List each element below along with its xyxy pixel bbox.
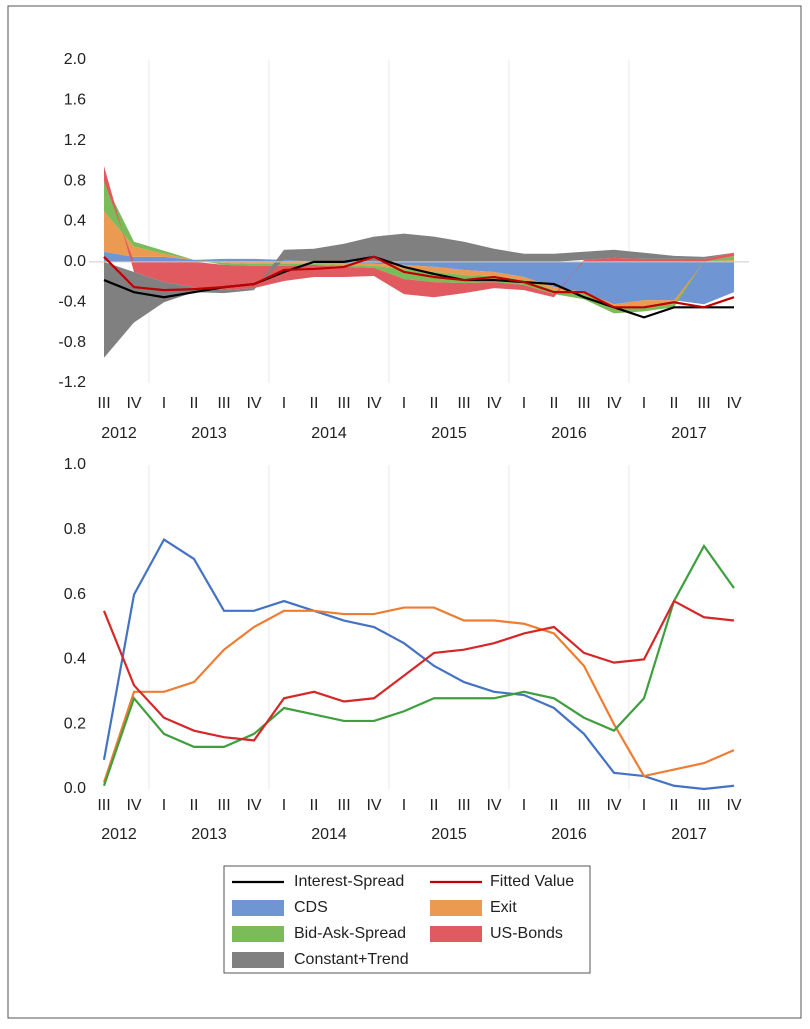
x-tick-label: I xyxy=(282,797,286,814)
x-tick-label: II xyxy=(550,797,559,814)
x-tick-label: II xyxy=(310,797,319,814)
legend-box xyxy=(223,865,591,974)
x-tick-label: I xyxy=(402,797,406,814)
area xyxy=(104,233,734,358)
legend-label: Bid-Ask-Spread xyxy=(294,925,406,942)
x-tick-label: I xyxy=(522,797,526,814)
line xyxy=(102,543,735,787)
x-group-label: 2016 xyxy=(551,425,587,442)
x-group-label: 2013 xyxy=(191,826,227,843)
x-tick-label: I xyxy=(162,395,166,412)
y-tick-label: 0.6 xyxy=(64,586,86,603)
legend-swatch xyxy=(232,952,284,968)
y-tick-label: -0.8 xyxy=(58,334,86,351)
y-tick-label: 1.0 xyxy=(64,456,86,473)
legend-label: US-Bonds xyxy=(490,925,563,942)
x-group-label: 2017 xyxy=(671,425,707,442)
x-tick-label: II xyxy=(550,395,559,412)
y-tick-label: 0.8 xyxy=(64,172,86,189)
y-tick-label: 1.6 xyxy=(64,92,86,109)
y-tick-label: 1.2 xyxy=(64,132,86,149)
legend-label: Constant+Trend xyxy=(294,951,409,968)
x-tick-label: II xyxy=(430,395,439,412)
area xyxy=(104,251,734,305)
y-tick-label: 0.4 xyxy=(64,651,86,668)
x-tick-label: I xyxy=(642,395,646,412)
x-tick-label: IV xyxy=(366,395,381,412)
y-tick-label: -1.2 xyxy=(58,374,86,391)
x-tick-label: III xyxy=(697,395,710,412)
frame xyxy=(7,5,802,1019)
x-tick-label: IV xyxy=(606,395,621,412)
x-tick-label: I xyxy=(282,395,286,412)
x-tick-label: IV xyxy=(726,797,741,814)
x-group-label: 2015 xyxy=(431,425,467,442)
x-group-label: 2014 xyxy=(311,425,347,442)
x-tick-label: IV xyxy=(126,395,141,412)
legend-swatch xyxy=(430,900,482,916)
x-tick-label: IV xyxy=(246,395,261,412)
legend-label: Interest-Spread xyxy=(294,873,404,890)
line xyxy=(103,255,735,309)
x-tick-label: II xyxy=(190,797,199,814)
x-group-label: 2014 xyxy=(311,826,347,843)
line xyxy=(102,599,735,742)
x-tick-label: III xyxy=(457,797,470,814)
line xyxy=(103,255,734,319)
legend-swatch xyxy=(430,926,482,942)
x-tick-label: III xyxy=(577,395,590,412)
x-group-label: 2017 xyxy=(671,826,707,843)
legend-label: Fitted Value xyxy=(490,873,574,890)
x-tick-label: IV xyxy=(726,395,741,412)
x-group-label: 2015 xyxy=(431,826,467,843)
x-tick-label: IV xyxy=(246,797,261,814)
x-tick-label: I xyxy=(162,797,166,814)
y-tick-label: 0.2 xyxy=(64,715,86,732)
x-tick-label: I xyxy=(642,797,646,814)
x-tick-label: IV xyxy=(606,797,621,814)
x-tick-label: IV xyxy=(486,797,501,814)
x-tick-label: II xyxy=(670,797,679,814)
legend-label: CDS xyxy=(294,899,328,916)
x-tick-label: IV xyxy=(486,395,501,412)
y-tick-label: 2.0 xyxy=(64,51,86,68)
x-tick-label: III xyxy=(577,797,590,814)
x-tick-label: IV xyxy=(126,797,141,814)
y-tick-label: 0.4 xyxy=(64,213,86,230)
line xyxy=(102,537,735,791)
x-tick-label: III xyxy=(337,395,350,412)
legend-label: Exit xyxy=(490,899,517,916)
y-tick-label: 0.8 xyxy=(64,521,86,538)
x-tick-label: IV xyxy=(366,797,381,814)
x-tick-label: II xyxy=(190,395,199,412)
y-tick-label: 0.0 xyxy=(64,780,86,797)
x-tick-label: III xyxy=(97,395,110,412)
x-tick-label: II xyxy=(430,797,439,814)
x-tick-label: II xyxy=(670,395,679,412)
x-group-label: 2012 xyxy=(101,826,137,843)
x-group-label: 2016 xyxy=(551,826,587,843)
x-tick-label: III xyxy=(217,797,230,814)
y-tick-label: 0.0 xyxy=(64,253,86,270)
x-tick-label: III xyxy=(97,797,110,814)
x-tick-label: III xyxy=(337,797,350,814)
x-tick-label: II xyxy=(310,395,319,412)
x-tick-label: I xyxy=(402,395,406,412)
legend-swatch xyxy=(232,900,284,916)
y-tick-label: -0.4 xyxy=(58,293,86,310)
x-group-label: 2013 xyxy=(191,425,227,442)
x-group-label: 2012 xyxy=(101,425,137,442)
line xyxy=(102,606,735,783)
x-tick-label: III xyxy=(217,395,230,412)
x-tick-label: III xyxy=(457,395,470,412)
legend-swatch xyxy=(232,926,284,942)
x-tick-label: I xyxy=(522,395,526,412)
x-tick-label: III xyxy=(697,797,710,814)
